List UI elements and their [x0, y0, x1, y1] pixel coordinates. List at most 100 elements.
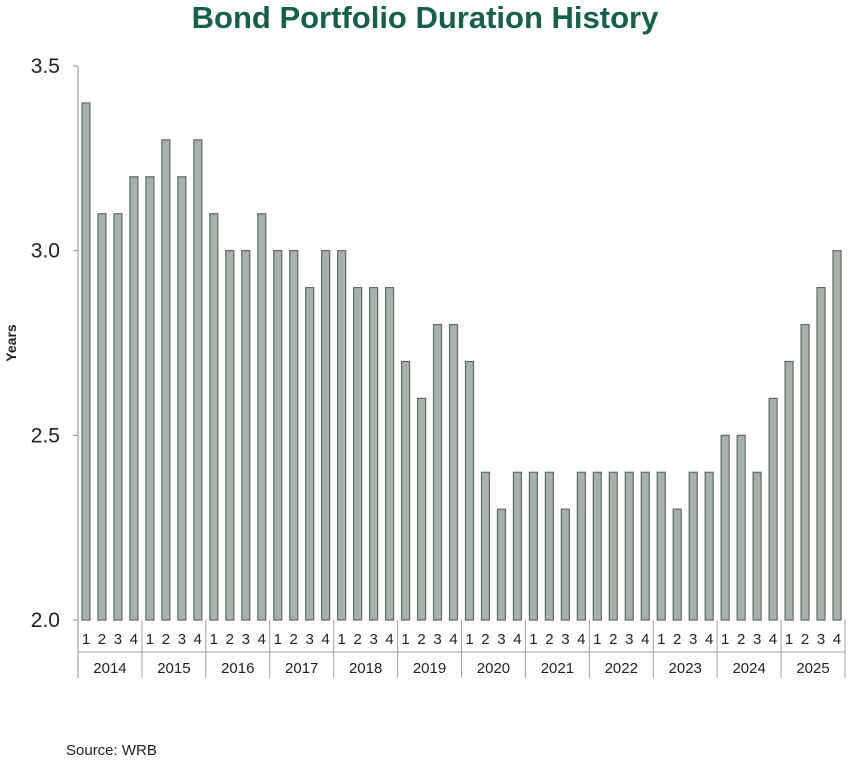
bar: [321, 250, 331, 621]
quarter-label: 1: [337, 631, 345, 648]
bar: [784, 360, 794, 621]
y-tick-label: 3.5: [31, 55, 60, 78]
bar: [400, 360, 411, 621]
year-label: 2021: [541, 660, 574, 677]
bar: [161, 139, 171, 621]
bar: [113, 213, 123, 621]
bar: [624, 471, 634, 621]
bar: [369, 287, 379, 621]
bar: [576, 471, 586, 621]
bar: [800, 323, 810, 621]
bar: [432, 323, 443, 621]
bar: [305, 287, 315, 621]
bar: [592, 471, 602, 621]
bar: [688, 471, 698, 621]
bar: [225, 250, 235, 621]
year-label: 2017: [285, 660, 318, 677]
bar: [273, 250, 283, 621]
y-axis: 2.0 2.5 3.0 3.5: [31, 55, 79, 678]
bar: [832, 250, 842, 621]
bar: [512, 471, 523, 621]
quarter-label: 3: [433, 631, 441, 648]
quarter-label: 2: [226, 631, 234, 648]
bar: [385, 287, 395, 621]
quarter-label: 4: [705, 631, 713, 648]
quarter-label: 4: [130, 631, 138, 648]
bar: [448, 323, 459, 621]
quarter-label: 4: [194, 631, 202, 648]
bar: [289, 250, 299, 621]
quarter-label: 2: [98, 631, 106, 648]
year-label: 2018: [349, 660, 382, 677]
y-tick-label: 2.0: [31, 609, 60, 632]
quarter-label: 3: [561, 631, 569, 648]
bar: [416, 397, 427, 621]
bar: [241, 250, 251, 621]
quarter-label: 3: [753, 631, 761, 648]
quarter-label: 2: [290, 631, 298, 648]
y-tick-label: 2.5: [31, 424, 60, 447]
year-label: 2015: [157, 660, 190, 677]
quarter-label: 1: [401, 631, 409, 648]
quarter-label: 3: [497, 631, 505, 648]
year-label: 2019: [413, 660, 446, 677]
quarter-label: 3: [369, 631, 377, 648]
year-label: 2022: [605, 660, 638, 677]
bar: [337, 250, 347, 621]
bar: [704, 471, 714, 621]
quarter-label: 4: [385, 631, 393, 648]
bar: [640, 471, 650, 621]
bar: [544, 471, 554, 621]
bar: [560, 508, 570, 621]
bar: [209, 213, 219, 621]
bar: [720, 434, 730, 621]
quarter-label: 3: [178, 631, 186, 648]
quarter-label: 1: [721, 631, 729, 648]
bar: [672, 508, 682, 621]
bar: [257, 213, 267, 621]
quarter-label: 1: [210, 631, 218, 648]
quarter-label: 2: [673, 631, 681, 648]
year-label: 2016: [221, 660, 254, 677]
quarter-label: 1: [785, 631, 793, 648]
quarter-label: 2: [417, 631, 425, 648]
quarter-label: 4: [641, 631, 649, 648]
quarter-label: 1: [593, 631, 601, 648]
bar: [528, 471, 538, 621]
quarter-label: 2: [545, 631, 553, 648]
bar: [353, 287, 363, 621]
quarter-label: 1: [465, 631, 473, 648]
bar: [193, 139, 203, 621]
chart-title: Bond Portfolio Duration History: [191, 0, 659, 35]
quarter-label: 3: [689, 631, 697, 648]
quarter-label: 4: [513, 631, 521, 648]
year-label: 2014: [93, 660, 126, 677]
bar-series: [81, 102, 842, 621]
year-label: 2020: [477, 660, 510, 677]
quarter-label: 2: [162, 631, 170, 648]
quarter-label: 1: [146, 631, 154, 648]
quarter-label: 3: [114, 631, 122, 648]
year-label: 2024: [732, 660, 765, 677]
source-note: Source: WRB: [66, 742, 157, 759]
quarter-label: 4: [577, 631, 585, 648]
bar: [480, 471, 491, 621]
quarter-label: 1: [529, 631, 537, 648]
quarter-label: 2: [801, 631, 809, 648]
bar: [129, 176, 139, 621]
quarter-label: 2: [481, 631, 489, 648]
bar: [81, 102, 91, 621]
quarter-label: 3: [817, 631, 825, 648]
quarter-label: 4: [322, 631, 330, 648]
bar: [496, 508, 507, 621]
quarter-label: 3: [625, 631, 633, 648]
y-axis-title: Years: [3, 324, 19, 362]
quarter-label: 4: [833, 631, 841, 648]
quarter-label: 4: [769, 631, 777, 648]
bar: [177, 176, 187, 621]
bar: [736, 434, 746, 621]
year-label: 2025: [796, 660, 829, 677]
quarter-label: 4: [258, 631, 266, 648]
bar: [608, 471, 618, 621]
